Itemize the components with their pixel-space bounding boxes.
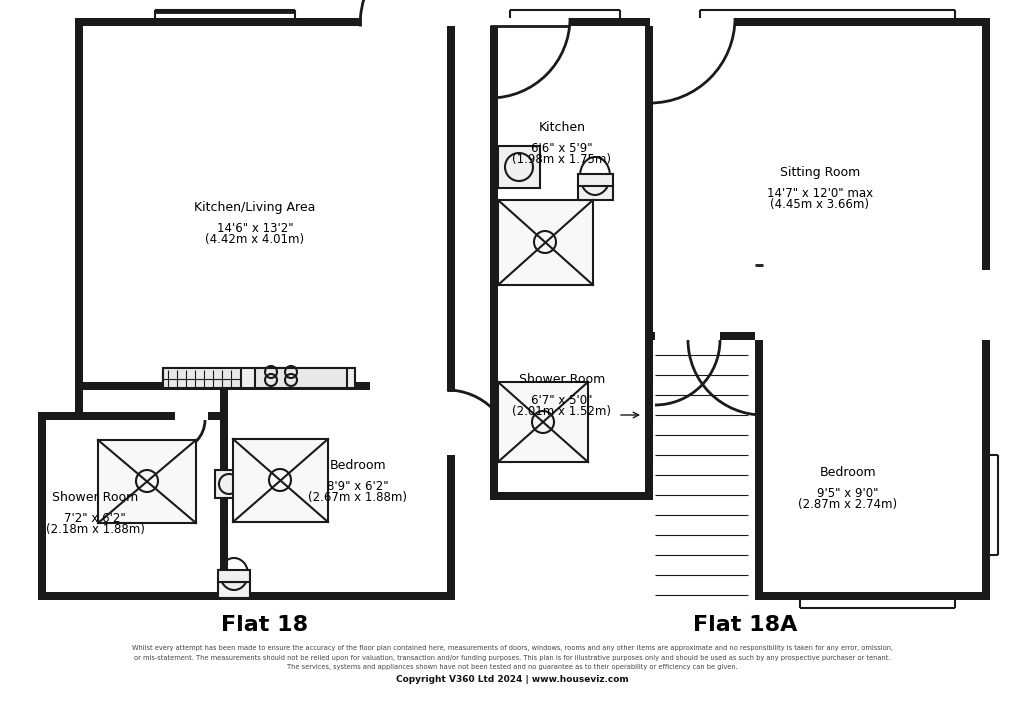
Text: 7'2" x 6'2": 7'2" x 6'2" bbox=[65, 512, 126, 525]
Bar bbox=[650, 18, 735, 26]
Bar bbox=[163, 368, 355, 388]
Bar bbox=[490, 18, 990, 26]
Text: Flat 18: Flat 18 bbox=[221, 615, 308, 635]
Bar bbox=[75, 18, 455, 26]
Text: (2.67m x 1.88m): (2.67m x 1.88m) bbox=[308, 491, 408, 504]
Bar bbox=[75, 18, 83, 420]
Text: Kitchen: Kitchen bbox=[539, 121, 586, 134]
Bar bbox=[163, 368, 241, 388]
Text: Whilst every attempt has been made to ensure the accuracy of the floor plan cont: Whilst every attempt has been made to en… bbox=[131, 645, 893, 651]
Bar bbox=[75, 382, 370, 390]
Bar bbox=[645, 332, 755, 340]
Bar bbox=[490, 492, 645, 500]
Text: Kitchen/Living Area: Kitchen/Living Area bbox=[195, 201, 315, 214]
Bar bbox=[218, 570, 250, 582]
Text: (4.42m x 4.01m): (4.42m x 4.01m) bbox=[206, 233, 304, 246]
Bar bbox=[38, 592, 220, 600]
Bar bbox=[755, 340, 763, 600]
Bar bbox=[365, 18, 445, 26]
Bar bbox=[215, 470, 243, 498]
Bar bbox=[255, 368, 347, 388]
Bar bbox=[175, 412, 208, 420]
Text: 6'6" x 5'9": 6'6" x 5'9" bbox=[531, 142, 593, 155]
Bar bbox=[218, 582, 250, 598]
Text: Copyright V360 Ltd 2024 | www.houseviz.com: Copyright V360 Ltd 2024 | www.houseviz.c… bbox=[395, 675, 629, 685]
Bar bbox=[98, 440, 196, 523]
Text: or mis-statement. The measurements should not be relied upon for valuation, tran: or mis-statement. The measurements shoul… bbox=[134, 655, 890, 661]
Bar bbox=[360, 18, 455, 26]
Bar bbox=[447, 18, 455, 600]
Bar bbox=[982, 270, 990, 340]
Text: 6'7" x 5'0": 6'7" x 5'0" bbox=[531, 394, 593, 407]
Text: (2.18m x 1.88m): (2.18m x 1.88m) bbox=[45, 523, 144, 536]
Bar bbox=[38, 420, 46, 600]
Bar bbox=[498, 146, 540, 188]
Text: Bedroom: Bedroom bbox=[819, 466, 877, 479]
Bar bbox=[447, 390, 455, 455]
Text: Bedroom: Bedroom bbox=[330, 459, 386, 472]
Text: 14'6" x 13'2": 14'6" x 13'2" bbox=[217, 222, 293, 235]
Text: (2.01m x 1.52m): (2.01m x 1.52m) bbox=[512, 405, 611, 418]
Bar bbox=[220, 420, 228, 600]
Text: 14'7" x 12'0" max: 14'7" x 12'0" max bbox=[767, 187, 873, 200]
Bar bbox=[490, 18, 570, 26]
Bar bbox=[220, 390, 228, 420]
Bar bbox=[490, 18, 498, 340]
Bar bbox=[578, 184, 613, 200]
Text: 8'9" x 6'2": 8'9" x 6'2" bbox=[328, 480, 389, 493]
Bar bbox=[498, 200, 593, 285]
Bar bbox=[498, 382, 588, 462]
Text: Sitting Room: Sitting Room bbox=[780, 166, 860, 179]
Bar bbox=[220, 592, 455, 600]
Bar bbox=[982, 18, 990, 600]
Bar bbox=[233, 439, 328, 522]
Text: (2.87m x 2.74m): (2.87m x 2.74m) bbox=[799, 498, 898, 511]
Bar bbox=[365, 18, 445, 26]
Bar bbox=[755, 265, 763, 340]
Text: 9'5" x 9'0": 9'5" x 9'0" bbox=[817, 487, 879, 500]
Bar bbox=[490, 340, 498, 500]
Bar bbox=[645, 18, 653, 500]
Text: Shower Room: Shower Room bbox=[52, 491, 138, 504]
Bar bbox=[755, 592, 990, 600]
Bar bbox=[75, 18, 455, 26]
Text: The services, systems and appliances shown have not been tested and no guarantee: The services, systems and appliances sho… bbox=[287, 664, 737, 670]
Text: (4.45m x 3.66m): (4.45m x 3.66m) bbox=[770, 198, 869, 211]
Bar bbox=[578, 174, 613, 186]
Text: (1.98m x 1.75m): (1.98m x 1.75m) bbox=[512, 153, 611, 166]
Bar bbox=[655, 332, 720, 340]
Bar bbox=[38, 412, 220, 420]
Text: Shower Room: Shower Room bbox=[519, 373, 605, 386]
Text: Flat 18A: Flat 18A bbox=[693, 615, 798, 635]
